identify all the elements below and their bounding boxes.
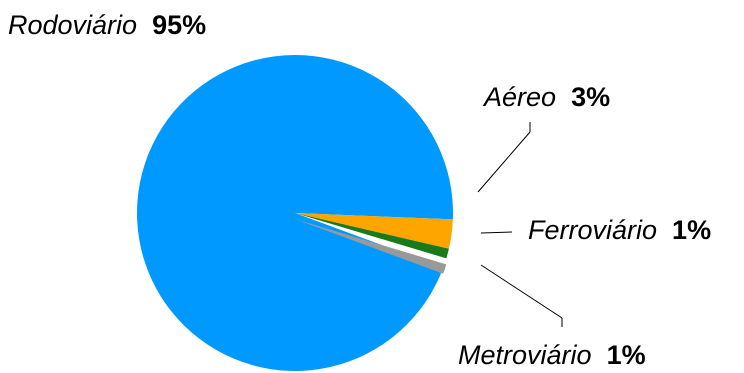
label-ferroviario-value: 1%: [672, 215, 712, 245]
label-ferroviario: Ferroviário 1%: [528, 217, 711, 244]
pie-slices: [136, 54, 453, 371]
slice-metroviario: [295, 219, 447, 274]
slice-ferroviario: [295, 213, 449, 259]
label-rodoviario: Rodoviário 95%: [8, 12, 206, 39]
label-metroviario-name: Metroviário: [458, 340, 592, 370]
label-metroviario: Metroviário 1%: [458, 342, 646, 369]
leader-line-ferroviario: [480, 231, 513, 234]
label-metroviario-value: 1%: [606, 340, 646, 370]
leader-line-aereo: [477, 131, 531, 193]
leader-line-metroviario: [480, 264, 563, 319]
label-aereo: Aéreo 3%: [484, 84, 610, 111]
label-ferroviario-name: Ferroviário: [528, 215, 658, 245]
label-aereo-value: 3%: [571, 82, 611, 112]
label-rodoviario-name: Rodoviário: [8, 10, 138, 40]
label-aereo-name: Aéreo: [484, 82, 557, 112]
slice-rodoviario: [136, 54, 453, 371]
label-rodoviario-value: 95%: [152, 10, 207, 40]
slice-aereo: [295, 213, 453, 249]
